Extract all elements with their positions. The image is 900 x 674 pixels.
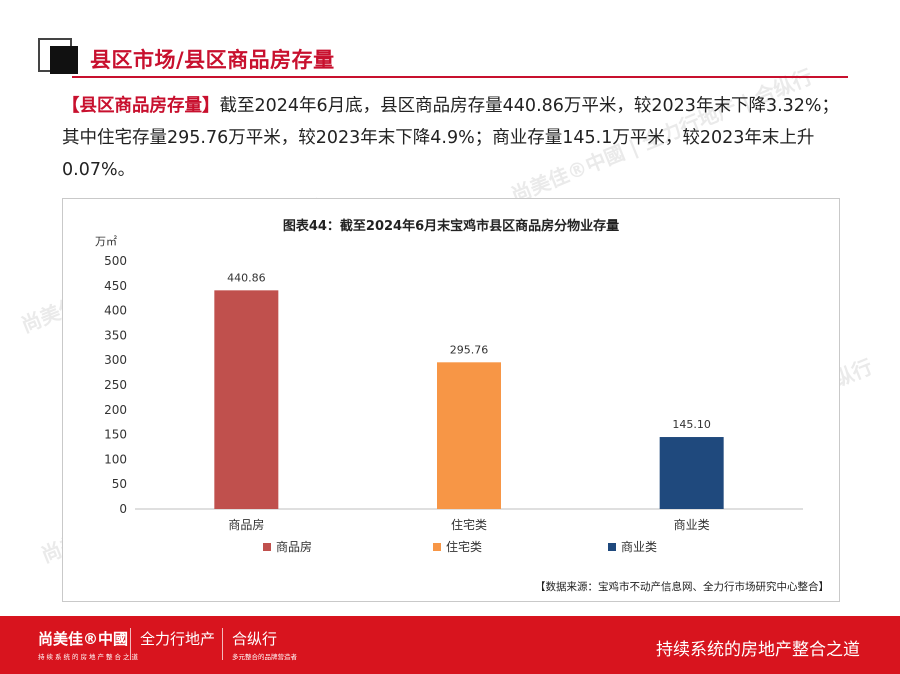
legend-label: 商业类 [621,539,657,554]
brand-tagline: 持续系统的房地产整合之道 [38,653,140,661]
title-decoration [50,46,78,74]
footer-slogan: 持续系统的房地产整合之道 [656,640,860,660]
brand-name-3: 合纵行 [232,630,278,648]
brand-logo: 尚美佳®中國 [38,630,129,648]
legend-label: 商品房 [276,539,312,554]
y-tick-label: 500 [104,254,127,268]
title-divider [72,76,848,78]
legend-swatch [608,543,616,551]
y-tick-label: 450 [104,279,127,293]
y-tick-label: 250 [104,378,127,392]
y-axis-unit: 万㎡ [95,235,117,248]
x-tick-label: 商品房 [228,517,264,532]
y-tick-label: 400 [104,304,127,318]
page-title: 县区市场/县区商品房存量 [90,48,335,72]
source-note: 【数据来源：宝鸡市不动产信息网、全力行市场研究中心整合】 [535,580,829,593]
legend-label: 住宅类 [446,539,482,554]
legend-swatch [433,543,441,551]
data-label: 145.10 [672,418,711,431]
y-tick-label: 350 [104,328,127,342]
bar-商业类 [659,437,724,509]
chart-panel: 图表44：截至2024年6月末宝鸡市县区商品房分物业存量万㎡ 0 50 100 150 2… [62,198,840,602]
summary-paragraph: 【县区商品房存量】截至2024年6月底，县区商品房存量440.86万平米，较20… [62,90,852,186]
y-tick-label: 100 [104,452,127,466]
data-label: 295.76 [450,343,489,356]
footer-bar [0,616,900,674]
brand-tagline-3: 多元整合的品牌营造者 [232,653,297,661]
paragraph-text: 截至2024年6月底，县区商品房存量440.86万平米，较2023年末下降3.3… [62,96,840,180]
brand-divider [222,628,223,660]
chart-title: 图表44：截至2024年6月末宝鸡市县区商品房分物业存量 [283,218,619,234]
y-tick-label: 150 [104,428,127,442]
x-tick-label: 住宅类 [451,517,487,532]
x-tick-label: 商业类 [674,517,710,532]
brand-name-2: 全力行地产 [140,630,216,648]
paragraph-highlight: 【县区商品房存量】 [62,96,220,116]
brand-divider [130,628,131,660]
legend-swatch [263,543,271,551]
y-tick-label: 300 [104,353,127,367]
y-tick-label: 50 [112,477,127,491]
data-label: 440.86 [227,271,265,284]
bar-住宅类 [437,362,501,509]
y-tick-label: 0 [119,502,127,516]
y-tick-label: 200 [104,403,127,417]
bar-商品房 [214,290,279,509]
